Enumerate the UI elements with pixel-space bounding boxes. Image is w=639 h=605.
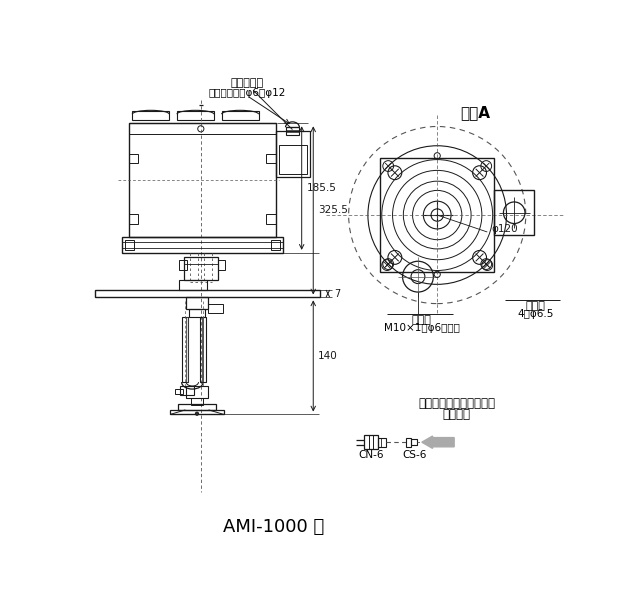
- Bar: [208, 304, 223, 313]
- Bar: [364, 435, 378, 449]
- Text: 吐出口: 吐出口: [412, 315, 432, 325]
- Circle shape: [196, 412, 199, 415]
- Text: 4－φ6.5: 4－φ6.5: [518, 309, 554, 319]
- Text: 7: 7: [334, 289, 341, 299]
- Bar: [411, 439, 417, 445]
- Text: 185.5: 185.5: [306, 183, 336, 193]
- Bar: [218, 261, 226, 270]
- Bar: [181, 316, 188, 382]
- Bar: [125, 240, 134, 250]
- Text: 325.5: 325.5: [318, 206, 348, 215]
- Bar: [178, 404, 216, 410]
- Bar: [286, 127, 300, 135]
- Text: 配管部品: 配管部品: [442, 408, 470, 421]
- Bar: [406, 437, 411, 447]
- Text: CN-6: CN-6: [358, 450, 384, 460]
- Text: 取付穴: 取付穴: [526, 301, 546, 311]
- Bar: [129, 214, 139, 223]
- Bar: [177, 111, 214, 120]
- Bar: [129, 123, 275, 237]
- FancyArrow shape: [422, 436, 454, 448]
- Text: φ120: φ120: [491, 224, 518, 234]
- Bar: [121, 237, 283, 253]
- Bar: [266, 214, 275, 223]
- Bar: [186, 298, 208, 309]
- Bar: [180, 280, 207, 290]
- Bar: [200, 316, 206, 382]
- Bar: [129, 154, 139, 163]
- Bar: [186, 316, 188, 382]
- Text: 適応ケーブルφ6～φ12: 適応ケーブルφ6～φ12: [208, 88, 286, 97]
- Bar: [180, 261, 187, 270]
- Text: 吐出口に接続するための: 吐出口に接続するための: [418, 397, 495, 410]
- Bar: [95, 290, 320, 298]
- Text: 140: 140: [318, 351, 337, 361]
- Bar: [271, 240, 280, 250]
- Bar: [184, 257, 218, 280]
- Bar: [186, 386, 208, 397]
- Text: 矢視A: 矢視A: [460, 105, 490, 120]
- Bar: [494, 191, 534, 235]
- Bar: [380, 158, 494, 272]
- Bar: [279, 145, 307, 174]
- Bar: [132, 111, 169, 120]
- Bar: [170, 410, 224, 414]
- Bar: [275, 131, 310, 177]
- Text: M10×1（φ6配管）: M10×1（φ6配管）: [384, 323, 459, 333]
- Text: AMI-1000 型: AMI-1000 型: [224, 518, 325, 536]
- Text: 電線引出口: 電線引出口: [231, 79, 263, 88]
- Bar: [189, 309, 204, 316]
- Text: CS-6: CS-6: [402, 450, 426, 460]
- Bar: [222, 111, 259, 120]
- Bar: [378, 437, 385, 447]
- Bar: [266, 154, 275, 163]
- Bar: [191, 397, 203, 405]
- Bar: [201, 316, 203, 382]
- Bar: [180, 386, 194, 395]
- Bar: [176, 389, 183, 394]
